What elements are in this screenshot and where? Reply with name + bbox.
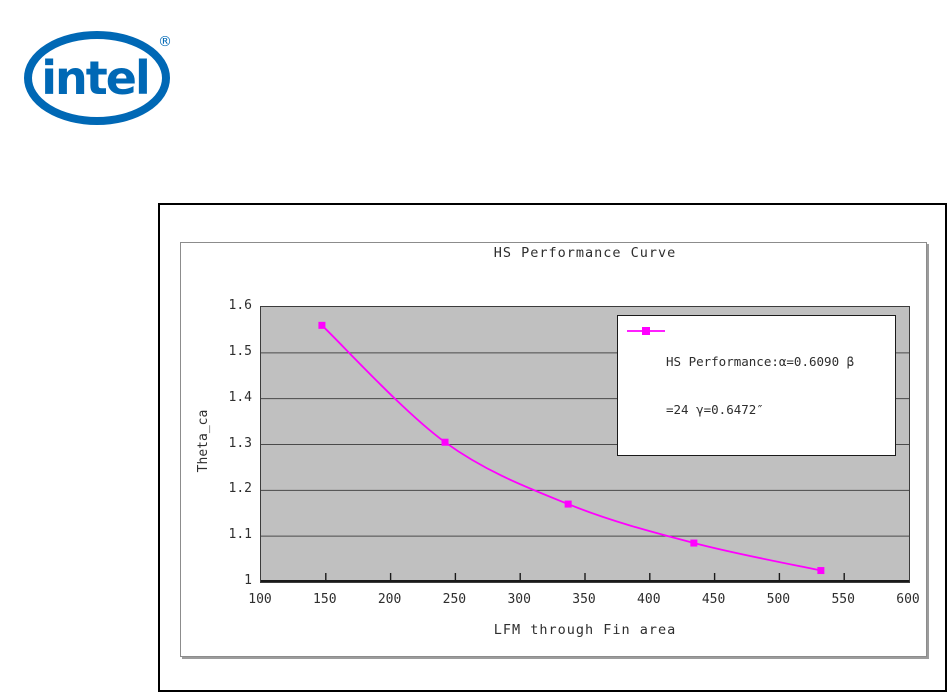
y-tick-label: 1.5	[228, 343, 252, 359]
x-tick-label: 200	[377, 592, 402, 607]
data-point-marker	[318, 321, 326, 329]
registered-trademark-icon: ®	[158, 34, 172, 50]
intel-logo: intel ®	[24, 31, 172, 125]
x-tick-label: 400	[637, 592, 661, 607]
intel-logo-text: intel	[41, 51, 148, 105]
data-point-marker	[564, 500, 572, 508]
data-point-marker	[690, 539, 698, 547]
legend: HS Performance:α=0.6090 β =24 γ=0.6472″	[617, 315, 896, 456]
x-axis-title: LFM through Fin area	[493, 622, 677, 638]
y-tick-label: 1.3	[228, 435, 252, 451]
x-tick-label: 150	[313, 592, 337, 607]
intel-logo-swoosh	[24, 31, 170, 125]
x-tick-label: 600	[896, 592, 920, 607]
data-point-marker	[441, 438, 449, 446]
x-tick-label: 550	[831, 592, 855, 607]
legend-series-label-line2: =24 γ=0.6472″	[666, 402, 764, 417]
chart-title: HS Performance Curve	[493, 245, 677, 261]
x-tick-label: 100	[248, 592, 272, 607]
y-tick-label: 1	[244, 573, 252, 588]
y-tick-label: 1.6	[228, 298, 252, 313]
x-tick-label: 350	[572, 592, 596, 607]
y-tick-label: 1.1	[228, 527, 252, 543]
legend-series-label: HS Performance:α=0.6090 β =24 γ=0.6472″	[666, 322, 854, 450]
data-point-marker	[817, 567, 825, 575]
x-tick-label: 450	[701, 592, 726, 607]
x-tick-label: 500	[766, 592, 791, 607]
x-tick-label: 250	[442, 592, 467, 607]
legend-series-marker-icon	[627, 327, 665, 335]
legend-series-label-line1: HS Performance:α=0.6090 β	[666, 354, 855, 369]
y-tick-label: 1.2	[228, 481, 252, 497]
x-tick-label: 300	[507, 592, 531, 607]
y-tick-label: 1.4	[228, 389, 252, 405]
